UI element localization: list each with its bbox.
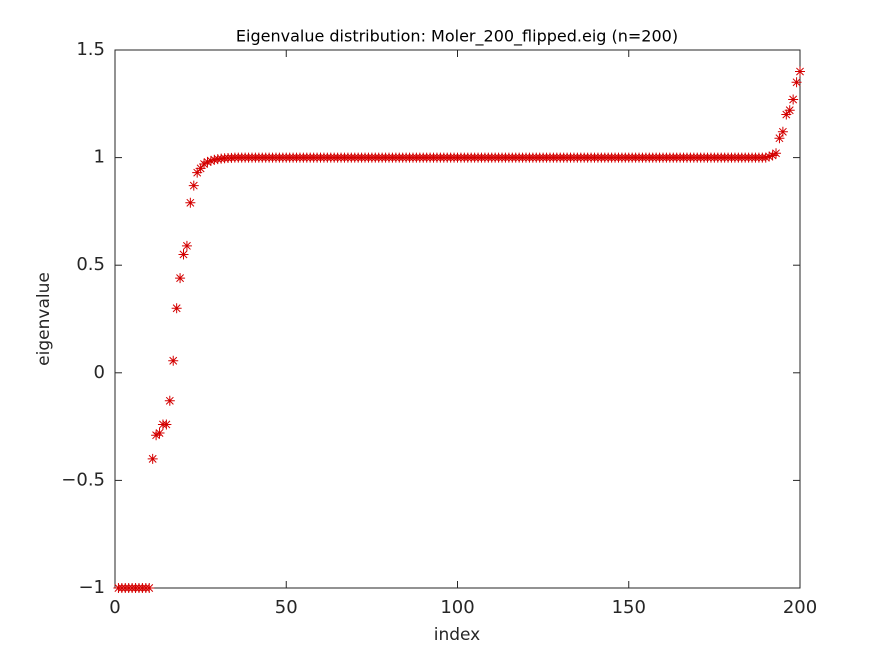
data-point xyxy=(144,583,155,593)
x-tick-label: 200 xyxy=(783,597,817,618)
y-tick-label: 1 xyxy=(94,147,105,168)
y-tick-label: 0 xyxy=(94,362,105,383)
x-tick-label: 0 xyxy=(109,597,120,618)
data-point xyxy=(154,428,165,439)
data-point xyxy=(151,430,162,441)
data-point xyxy=(171,303,182,314)
data-point xyxy=(178,249,189,260)
y-tick-label: −1 xyxy=(78,577,105,598)
x-axis-label: index xyxy=(434,625,481,645)
data-point xyxy=(164,395,175,406)
data-point xyxy=(199,159,210,170)
data-point xyxy=(205,155,216,166)
y-axis-label: eigenvalue xyxy=(34,272,54,366)
plot-area xyxy=(114,49,801,589)
x-tick-label: 100 xyxy=(440,597,474,618)
data-point xyxy=(195,163,206,174)
data-point xyxy=(784,105,795,116)
data-point xyxy=(192,167,203,178)
chart-title: Eigenvalue distribution: Moler_200_flipp… xyxy=(236,27,678,47)
data-point xyxy=(147,453,158,464)
data-point xyxy=(767,150,778,161)
x-tick-label: 150 xyxy=(612,597,646,618)
data-point xyxy=(760,152,771,163)
data-point xyxy=(795,66,805,77)
data-point xyxy=(774,133,785,144)
data-point xyxy=(202,156,213,167)
data-point xyxy=(181,240,192,251)
data-point xyxy=(764,151,775,162)
y-tick-label: 0.5 xyxy=(76,254,105,275)
data-point xyxy=(168,355,179,366)
x-tick-label: 50 xyxy=(275,597,298,618)
data-point xyxy=(175,273,186,284)
y-tick-label: 1.5 xyxy=(76,39,105,60)
data-point xyxy=(185,197,196,208)
data-point xyxy=(188,180,199,191)
data-point xyxy=(791,77,802,88)
data-point xyxy=(781,109,792,120)
data-point xyxy=(788,94,799,105)
data-point xyxy=(161,419,172,430)
data-point xyxy=(209,154,220,165)
data-point xyxy=(777,126,788,137)
y-tick-label: −0.5 xyxy=(61,469,105,490)
data-point xyxy=(771,148,782,159)
